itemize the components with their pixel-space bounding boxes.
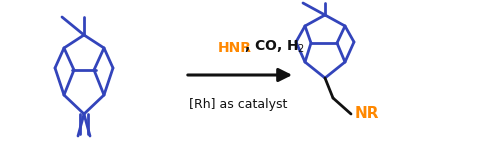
Text: HNR: HNR — [218, 41, 252, 55]
Text: NR: NR — [355, 106, 380, 122]
Text: [Rh] as catalyst: [Rh] as catalyst — [189, 98, 287, 111]
Text: , CO, H$_2$: , CO, H$_2$ — [244, 39, 305, 55]
